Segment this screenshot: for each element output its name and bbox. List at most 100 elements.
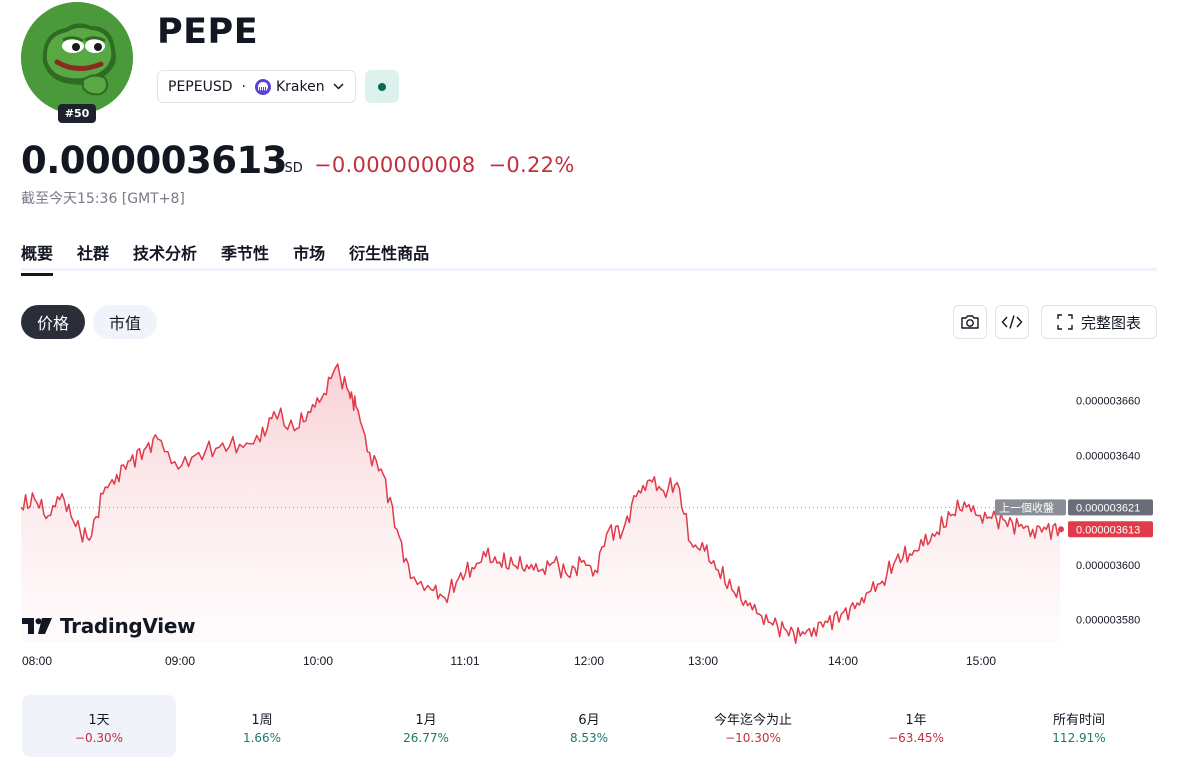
period-all-time[interactable]: 所有时间 112.91% [1002,695,1156,757]
previous-close-value: 0.000003621 [1076,502,1140,514]
price-point [526,564,527,565]
last-price-dot [1058,526,1064,533]
screenshot-button[interactable] [953,305,987,339]
tab-technicals[interactable]: 技术分析 [133,244,198,263]
price-point [1059,529,1060,530]
period-ytd[interactable]: 今年迄今为止 −10.30% [676,695,830,757]
price-point [718,570,719,571]
price-point [178,468,179,469]
price-point [841,614,842,615]
period-1w[interactable]: 1周 1.66% [185,695,339,757]
price-point [89,540,90,541]
price-point [349,392,350,393]
price-point [950,515,951,516]
price-point [20,507,21,508]
price-point [396,529,397,530]
pepe-frog-icon [21,2,133,114]
embed-button[interactable] [995,305,1029,339]
period-1y[interactable]: 1年 −63.45% [839,695,993,757]
rank-badge: #50 [58,104,96,123]
x-tick-label: 09:00 [165,654,195,668]
kraken-icon [254,78,271,95]
price-point [1032,529,1033,530]
change-absolute: −0.000000008 [314,153,476,177]
period-label: 1月 [415,713,437,728]
symbol-exchange-selector[interactable]: PEPEUSD · Kraken [157,70,356,103]
y-tick-label: 0.000003580 [1076,615,1140,627]
tab-derivatives[interactable]: 衍生性商品 [349,244,430,263]
price-point [772,624,773,625]
market-cap-toggle-button[interactable]: 市值 [93,305,157,339]
tab-overview[interactable]: 概要 [21,240,54,276]
price-point [61,493,62,494]
market-status-button[interactable] [365,70,399,103]
price-point [48,515,49,516]
price-point [800,635,801,636]
price-point [355,406,356,407]
x-axis: 08:00 09:00 10:00 11:01 12:00 13:00 14:0… [22,654,996,668]
price-point [690,542,691,543]
price-point [458,578,459,579]
price-toggle-button[interactable]: 价格 [21,305,85,339]
price-point [1018,526,1019,527]
price-point [485,556,486,557]
price-point [431,589,432,590]
price-point [335,367,336,368]
previous-close-label: 上一個收盤 [999,500,1054,514]
price-point [308,411,309,412]
y-tick-label: 0.000003660 [1076,396,1140,408]
tradingview-logo-text: TradingView [60,614,196,638]
price-point [116,474,117,475]
price-point [294,430,295,431]
price-point [219,447,220,448]
price-point [827,622,828,623]
price-point [923,545,924,546]
last-price-tag-text: 0.000003613 [1076,524,1140,536]
tradingview-icon [22,618,52,634]
x-tick-label: 15:00 [966,654,996,668]
price-chart[interactable]: 0.000003660 0.000003640 0.000003600 0.00… [0,340,1181,680]
tab-markets[interactable]: 市场 [293,244,326,263]
price-point [321,397,322,398]
price-point [369,452,370,453]
price-point [731,589,732,590]
price-point [936,531,937,532]
previous-close-value-bg [1068,499,1153,516]
period-6m[interactable]: 6月 8.53% [512,695,666,757]
x-tick-label: 10:00 [303,654,333,668]
price-point [198,452,199,453]
last-price: 0.000003613 [21,139,288,182]
period-value: −0.30% [74,731,124,745]
price-point [677,482,678,483]
period-label: 1天 [88,713,110,728]
tradingview-logo[interactable]: TradingView [22,614,196,638]
x-tick-label: 12:00 [574,654,604,668]
price-point [273,411,274,412]
period-label: 6月 [578,713,600,728]
price-point [540,570,541,571]
price-point [1046,529,1047,530]
price-point [444,597,445,598]
period-value: 26.77% [403,731,449,745]
period-1d[interactable]: 1天 −0.30% [22,695,176,757]
price-point [472,567,473,568]
tab-seasonals[interactable]: 季节性 [221,244,270,263]
period-value: −10.30% [725,731,781,745]
price-point [663,490,664,491]
coin-avatar [21,2,133,114]
price-point [608,529,609,530]
quote-timestamp: 截至今天15:36 [GMT+8] [21,191,185,207]
price-change: −0.000000008 −0.22% [314,153,575,177]
y-axis: 0.000003660 0.000003640 0.000003600 0.00… [1076,396,1140,627]
price-point [75,526,76,527]
price-point [102,493,103,494]
price-point [786,630,787,631]
price-point [868,592,869,593]
tab-community[interactable]: 社群 [77,244,110,263]
x-tick-label: 08:00 [22,654,52,668]
full-chart-button[interactable]: 完整图表 [1041,305,1157,339]
price-point [143,449,144,450]
price-point [964,501,965,502]
period-1m[interactable]: 1月 26.77% [349,695,503,757]
price-point [909,553,910,554]
